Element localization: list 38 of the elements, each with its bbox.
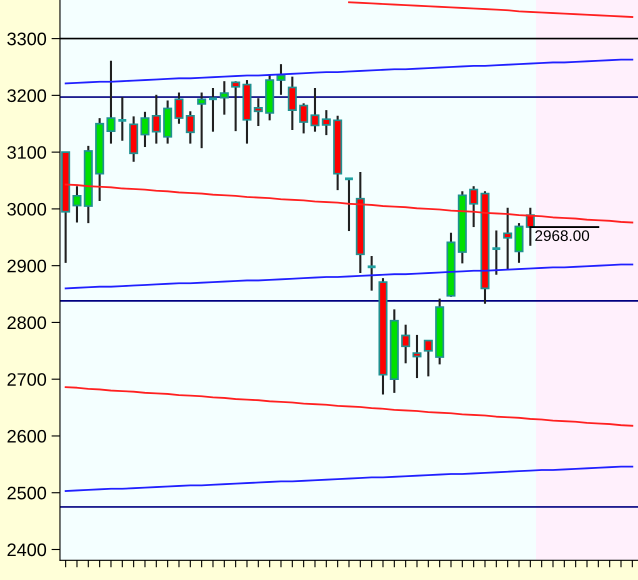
y-tick-label: 2900: [8, 260, 46, 272]
y-tick-label: 2600: [8, 430, 46, 443]
candlestick: [186, 110, 195, 145]
candlestick: [174, 91, 184, 125]
candlestick: [208, 86, 218, 133]
candlestick: [72, 185, 82, 224]
candlestick: [152, 94, 161, 145]
candlestick: [310, 86, 320, 133]
candlestick: [412, 334, 422, 380]
y-tick-label: 2700: [8, 373, 46, 386]
candlestick: [424, 340, 433, 378]
candlestick: [322, 109, 331, 136]
line-series: [64, 386, 634, 427]
line-series: [64, 466, 634, 492]
candlestick: [503, 206, 512, 271]
candlestick: [276, 63, 286, 96]
candlestick: [469, 185, 478, 228]
candlestick: [106, 60, 116, 145]
candlestick: [401, 324, 410, 364]
y-tick-label: 3300: [7, 32, 46, 46]
line-series: [64, 264, 634, 290]
annotation: 2968.00: [535, 230, 590, 242]
y-tick-label: 3100: [7, 146, 46, 159]
y-tick-label: 2500: [8, 486, 46, 500]
y-tick-label: 3200: [7, 89, 46, 102]
candlestick: [299, 102, 308, 134]
candlestick: [197, 91, 206, 150]
candlestick: [254, 97, 263, 128]
candlestick: [220, 80, 229, 116]
y-tick-label: 2800: [8, 316, 46, 330]
line-series: [64, 58, 634, 84]
candlestick: [288, 76, 297, 132]
candlestick: [140, 110, 150, 148]
line-series: [348, 1, 634, 18]
candlestick: [344, 177, 354, 232]
y-tick-label: 2400: [8, 543, 46, 556]
candlestick: [231, 80, 240, 132]
y-tick-label: 3000: [7, 202, 46, 216]
